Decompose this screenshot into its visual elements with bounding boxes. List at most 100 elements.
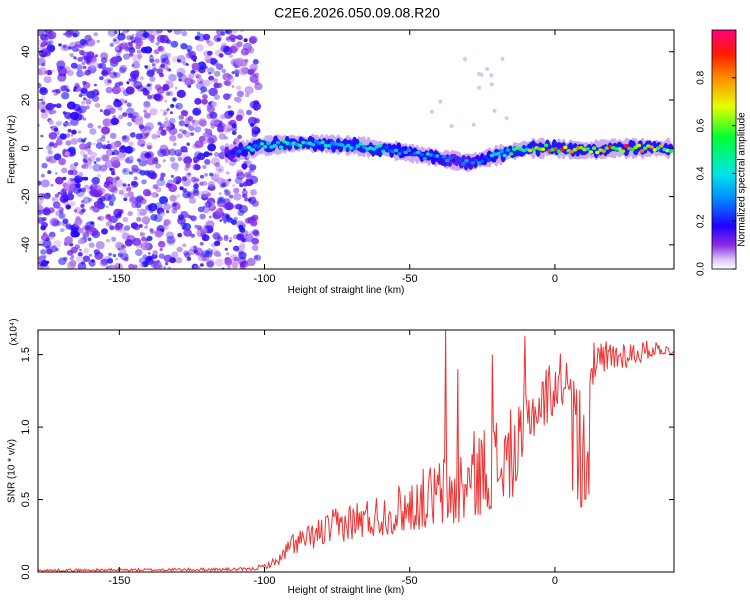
noise-blob (137, 139, 146, 147)
ridge-core (553, 147, 558, 151)
noise-blob (127, 211, 133, 217)
noise-blob (167, 238, 176, 247)
noise-blob (123, 197, 128, 202)
y-tick-label: 0 (20, 145, 32, 151)
ridge-core (480, 159, 485, 163)
noise-blob (132, 132, 136, 135)
noise-blob (79, 248, 82, 252)
noise-blob (241, 163, 248, 169)
noise-blob (175, 105, 179, 108)
noise-blob (176, 246, 183, 253)
noise-blob (79, 49, 85, 56)
noise-blob (246, 109, 252, 116)
noise-blob (176, 152, 182, 157)
noise-blob (162, 83, 170, 90)
noise-blob (176, 89, 186, 98)
noise-blob (128, 263, 135, 269)
noise-blob (64, 236, 73, 245)
ridge-core (397, 151, 402, 156)
noise-blob (153, 214, 163, 223)
noise-blob (166, 210, 170, 214)
noise-blob (209, 57, 217, 65)
noise-blob (43, 76, 52, 84)
noise-blob (144, 65, 148, 69)
ridge-core (623, 143, 629, 148)
noise-blob (51, 196, 56, 201)
noise-blob (77, 56, 84, 62)
noise-blob (115, 98, 120, 103)
noise-blob (180, 211, 189, 219)
noise-blob (69, 139, 74, 144)
noise-blob (131, 64, 135, 67)
noise-blob (155, 41, 160, 46)
noise-blob (206, 186, 211, 191)
noise-blob (141, 179, 147, 185)
ridge-core (585, 147, 590, 151)
noise-blob (180, 211, 183, 214)
noise-blob (196, 33, 206, 42)
noise-blob (74, 217, 83, 225)
ridge-core (381, 149, 386, 154)
noise-blob (85, 99, 92, 105)
noise-blob (84, 225, 91, 231)
noise-blob (136, 85, 145, 92)
ridge-core (448, 156, 453, 160)
noise-blob (73, 219, 82, 228)
noise-blob (62, 44, 67, 49)
noise-blob (46, 248, 53, 255)
noise-blob (235, 97, 242, 103)
noise-blob (200, 227, 208, 234)
noise-blob (176, 71, 183, 78)
noise-blob (231, 261, 239, 269)
noise-blob (106, 140, 110, 143)
noise-blob (173, 30, 182, 35)
noise-blob (228, 121, 233, 126)
noise-blob (209, 111, 218, 119)
noise-blob (41, 162, 48, 169)
ridge-core (406, 148, 412, 152)
noise-blob (150, 214, 158, 221)
noise-blob (207, 137, 215, 145)
noise-blob (39, 87, 47, 94)
noise-blob (201, 257, 207, 262)
noise-blob (184, 77, 194, 86)
noise-blob (154, 230, 163, 238)
noise-blob (182, 188, 188, 193)
ridge-core (278, 145, 284, 149)
noise-blob (105, 238, 110, 243)
noise-blob (198, 66, 206, 74)
noise-blob (239, 183, 244, 188)
noise-blob (199, 213, 206, 220)
noise-blob (252, 229, 260, 236)
noise-blob (194, 140, 204, 149)
noise-point (438, 99, 443, 104)
noise-blob (65, 224, 72, 230)
noise-blob (95, 54, 99, 58)
noise-blob (131, 61, 141, 69)
noise-blob (95, 157, 101, 162)
noise-blob (226, 74, 233, 80)
noise-point (477, 85, 482, 90)
noise-blob (86, 51, 95, 59)
noise-blob (200, 91, 204, 95)
noise-blob (166, 235, 176, 245)
ridge-core (346, 143, 351, 148)
noise-blob (221, 68, 227, 74)
noise-blob (232, 184, 235, 187)
noise-blob (122, 135, 127, 140)
noise-blob (110, 156, 120, 165)
noise-blob (143, 101, 152, 110)
x-tick-label: -50 (402, 575, 418, 587)
noise-blob (162, 112, 167, 116)
noise-blob (202, 255, 210, 262)
noise-blob (206, 128, 213, 135)
noise-blob (164, 100, 168, 103)
ridge-core (352, 146, 357, 151)
noise-blob (218, 53, 224, 58)
colorbar: 0.0 0.2 0.4 0.6 0.8 Normalized spectral ampli… (696, 29, 748, 276)
noise-blob (233, 256, 239, 262)
noise-blob (63, 123, 67, 127)
noise-blob (190, 69, 196, 75)
noise-blob (109, 42, 114, 47)
noise-blob (146, 157, 156, 166)
